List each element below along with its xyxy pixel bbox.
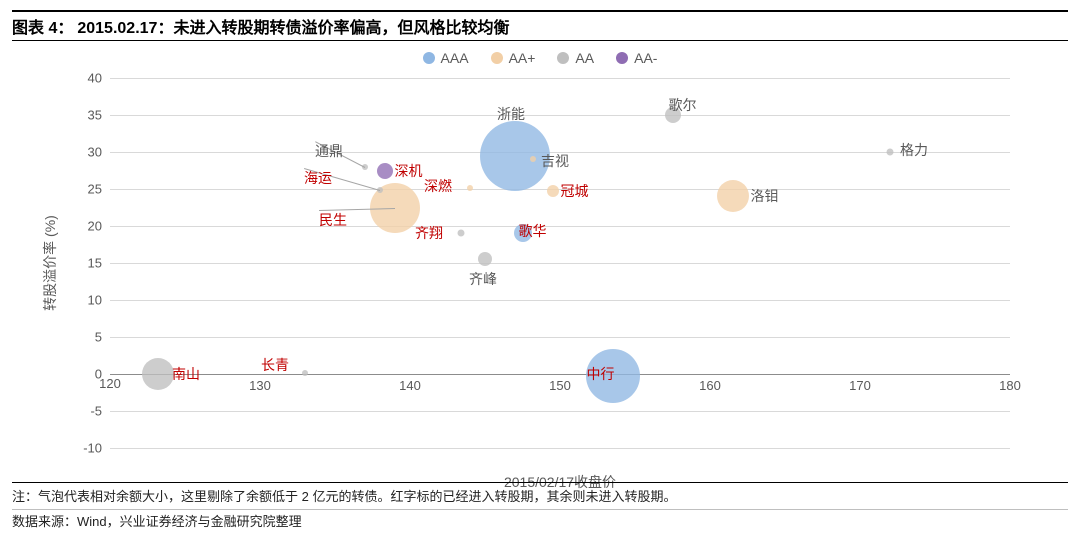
bubble-格力 — [887, 149, 894, 156]
figure-title-bar: 图表 4： 2015.02.17：未进入转股期转债溢价率偏高，但风格比较均衡 — [12, 10, 1068, 41]
bubble-深机 — [377, 163, 393, 179]
legend-swatch — [423, 52, 435, 64]
data-label-中行: 中行 — [587, 364, 615, 384]
figure-footer: 注：气泡代表相对余额大小，这里剔除了余额低于 2 亿元的转债。红字标的已经进入转… — [12, 482, 1068, 531]
data-label-吉视: 吉视 — [541, 151, 569, 171]
legend-swatch — [491, 52, 503, 64]
y-tick-label: 25 — [88, 182, 110, 197]
data-label-齐峰: 齐峰 — [469, 269, 497, 289]
bubble-冠城 — [547, 185, 559, 197]
bubble-长青 — [302, 370, 308, 376]
figure-title: 2015.02.17：未进入转股期转债溢价率偏高，但风格比较均衡 — [77, 14, 509, 38]
gridline — [110, 337, 1010, 338]
x-tick-label: 120 — [99, 374, 121, 391]
chart-legend: AAA AA+ AA AA- — [0, 50, 1080, 66]
footer-note: 注：气泡代表相对余额大小，这里剔除了余额低于 2 亿元的转债。红字标的已经进入转… — [12, 487, 1068, 507]
gridline — [110, 448, 1010, 449]
legend-swatch — [557, 52, 569, 64]
y-tick-label: 20 — [88, 219, 110, 234]
y-tick-label: -10 — [83, 441, 110, 456]
legend-item: AA — [557, 50, 594, 66]
data-label-海运: 海运 — [304, 168, 332, 188]
data-label-通鼎: 通鼎 — [315, 141, 343, 161]
gridline — [110, 226, 1010, 227]
bubble-洛钼 — [717, 180, 749, 212]
y-tick-label: -5 — [90, 404, 110, 419]
data-label-歌尔: 歌尔 — [669, 95, 697, 115]
data-label-民生: 民生 — [319, 210, 347, 230]
scatter-plot: -10-505101520253035401201301401501601701… — [110, 78, 1010, 448]
x-tick-label: 160 — [699, 374, 721, 393]
bubble-齐翔 — [458, 230, 465, 237]
footer-source: 数据来源：Wind，兴业证券经济与金融研究院整理 — [12, 509, 1068, 532]
y-tick-label: 30 — [88, 145, 110, 160]
data-label-洛钼: 洛钼 — [751, 186, 779, 206]
figure-4: 图表 4： 2015.02.17：未进入转股期转债溢价率偏高，但风格比较均衡 A… — [0, 0, 1080, 539]
legend-label: AA- — [634, 50, 657, 66]
legend-item: AAA — [423, 50, 469, 66]
figure-number: 图表 4： — [12, 14, 73, 38]
data-label-齐翔: 齐翔 — [415, 223, 443, 243]
gridline — [110, 263, 1010, 264]
x-tick-label: 180 — [999, 374, 1021, 393]
legend-label: AA+ — [509, 50, 536, 66]
gridline — [110, 78, 1010, 79]
plot-area: 转股溢价率 (%) 2015/02/17收盘价 -10-505101520253… — [110, 78, 1010, 448]
y-tick-label: 5 — [95, 330, 110, 345]
y-tick-label: 35 — [88, 108, 110, 123]
legend-label: AA — [575, 50, 594, 66]
legend-label: AAA — [441, 50, 469, 66]
x-tick-label: 140 — [399, 374, 421, 393]
y-tick-label: 40 — [88, 71, 110, 86]
data-label-浙能: 浙能 — [497, 104, 525, 124]
gridline — [110, 411, 1010, 412]
legend-item: AA+ — [491, 50, 536, 66]
x-tick-label: 170 — [849, 374, 871, 393]
data-label-格力: 格力 — [900, 140, 928, 160]
y-tick-label: 15 — [88, 256, 110, 271]
data-label-深燃: 深燃 — [424, 176, 452, 196]
data-label-长青: 长青 — [261, 355, 289, 375]
data-label-歌华: 歌华 — [519, 221, 547, 241]
bubble-齐峰 — [478, 252, 492, 266]
bubble-浙能 — [480, 121, 550, 191]
legend-swatch — [616, 52, 628, 64]
data-label-冠城: 冠城 — [561, 181, 589, 201]
bubble-吉视 — [530, 156, 536, 162]
data-label-深机: 深机 — [395, 161, 423, 181]
gridline — [110, 300, 1010, 301]
gridline — [110, 115, 1010, 116]
legend-item: AA- — [616, 50, 657, 66]
x-tick-label: 150 — [549, 374, 571, 393]
x-tick-label: 130 — [249, 374, 271, 393]
bubble-深燃 — [467, 185, 473, 191]
y-tick-label: 10 — [88, 293, 110, 308]
data-label-南山: 南山 — [172, 364, 200, 384]
y-axis-label: 转股溢价率 (%) — [40, 215, 60, 311]
bubble-南山 — [142, 358, 174, 390]
